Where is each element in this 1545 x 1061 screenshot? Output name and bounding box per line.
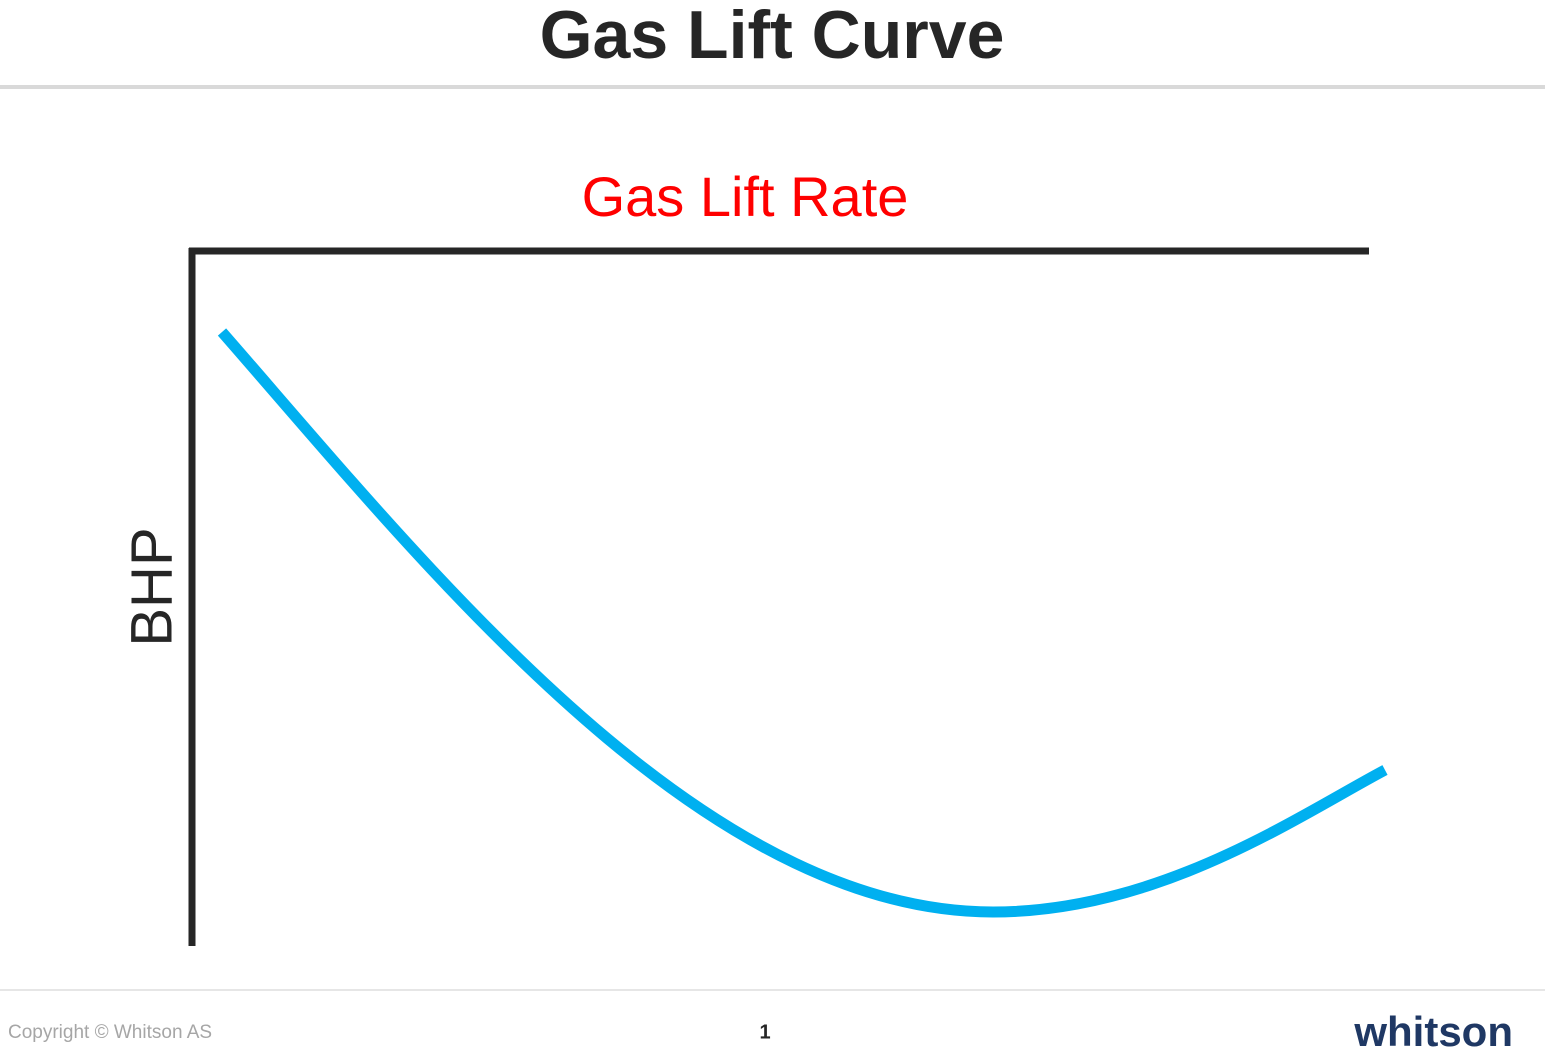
- title-rule: [0, 85, 1545, 89]
- copyright: Copyright © Whitson AS: [8, 1022, 212, 1043]
- footer-rule: [0, 989, 1545, 991]
- slide-title: Gas Lift Curve: [540, 0, 1005, 73]
- logo: whitson: [1353, 1008, 1513, 1055]
- y-axis-label: BHP: [119, 527, 184, 646]
- page-number: 1: [759, 1021, 770, 1043]
- x-axis-label: Gas Lift Rate: [582, 165, 909, 228]
- gas-lift-curve: [217, 328, 1388, 918]
